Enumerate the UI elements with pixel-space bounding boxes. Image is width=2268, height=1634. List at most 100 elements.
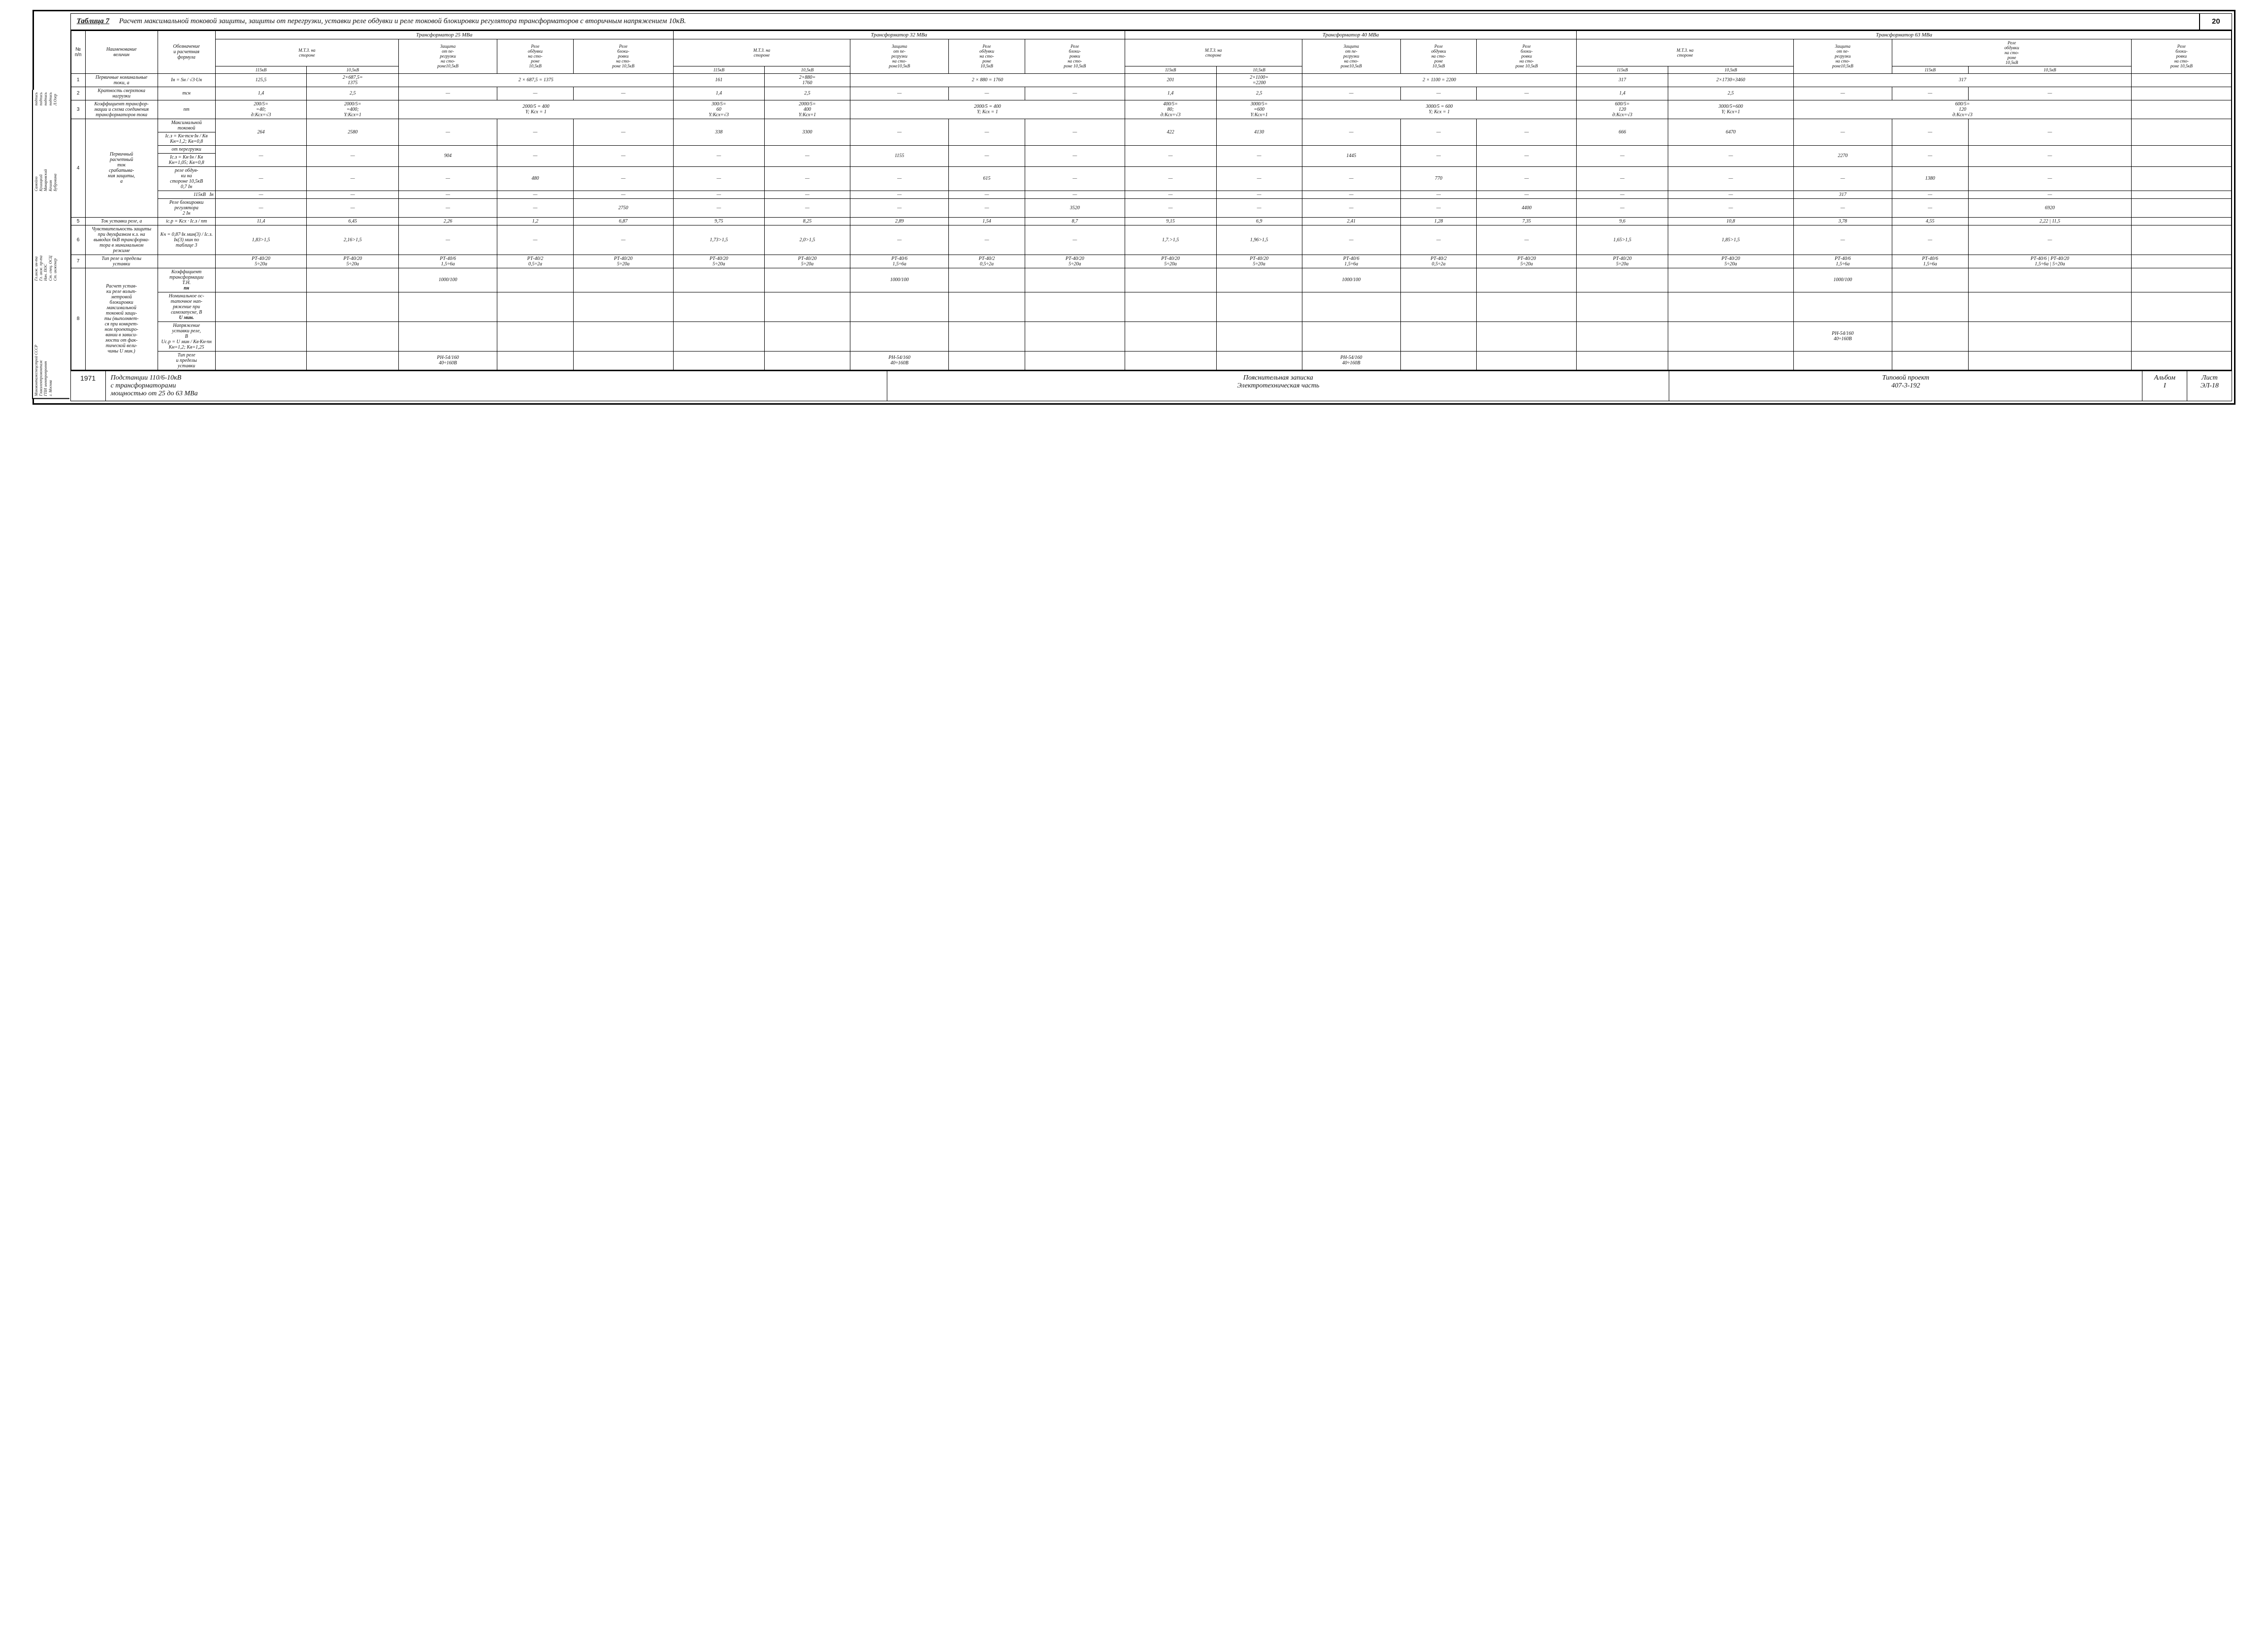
- cell: 1000/100: [1793, 268, 1892, 292]
- t63-blow: Релеобдувкина сто-роне10,5кВ: [1892, 39, 2131, 66]
- cell: —: [1892, 119, 1968, 145]
- cell: —: [1968, 145, 2132, 166]
- cell: 1,28: [1400, 217, 1477, 225]
- cell: —: [307, 166, 399, 191]
- cell: —: [850, 225, 949, 255]
- proj-num: 407-3-192: [1891, 382, 1920, 389]
- t32-mtz: М.Т.З. настороне: [673, 39, 850, 66]
- cell: 1,96>1,5: [1216, 225, 1302, 255]
- cell: [497, 321, 574, 351]
- cell: —: [1892, 87, 1968, 100]
- cell: —: [1477, 119, 1577, 145]
- cell: [673, 321, 764, 351]
- t40-block: Релеблоки-ровкина сто-роне 10,5кВ: [1477, 39, 1577, 73]
- cell: [1668, 268, 1794, 292]
- t25-over: Защитаот пе-регрузкина сто-роне10,5кВ: [399, 39, 497, 73]
- cell: РТ-40/205÷20а: [1025, 255, 1125, 268]
- cell: РТ-40/61,5÷6а: [399, 255, 497, 268]
- cell: РТ-40/205÷20а: [1477, 255, 1577, 268]
- cell: 600/5=120д:Ксх=√3: [1577, 100, 1668, 119]
- footer-mid: Пояснительная запискаЭлектротехническая …: [887, 371, 1669, 401]
- cell: —: [215, 166, 307, 191]
- cell: [1400, 351, 1477, 370]
- t40-105: 10,5кВ: [1216, 66, 1302, 73]
- cell: 1,85>1,5: [1668, 225, 1794, 255]
- cell: 1,4: [1125, 87, 1216, 100]
- cell: 2 × 687,5 = 1375: [399, 73, 674, 87]
- cell: 10,8: [1668, 217, 1794, 225]
- cell: 317: [1793, 191, 1892, 198]
- cell: —: [1125, 191, 1216, 198]
- cell: —: [1216, 198, 1302, 217]
- cell: [1892, 321, 1968, 351]
- cell: 201: [1125, 73, 1216, 87]
- cell: 6,9: [1216, 217, 1302, 225]
- sheet-num: ЭЛ-18: [2201, 382, 2219, 389]
- cell: —: [399, 198, 497, 217]
- cell: [215, 321, 307, 351]
- cell: —: [673, 191, 764, 198]
- cell: [1025, 351, 1125, 370]
- cell: [1125, 292, 1216, 321]
- cell: 1,4: [673, 87, 764, 100]
- t25-115: 115кВ: [215, 66, 307, 73]
- cell: 9,75: [673, 217, 764, 225]
- cell: РН-54/16040÷160В: [399, 351, 497, 370]
- cell: 2,26: [399, 217, 497, 225]
- cell: [1216, 292, 1302, 321]
- cell: —: [1793, 225, 1892, 255]
- cell: —: [1892, 225, 1968, 255]
- cell: [1025, 292, 1125, 321]
- row-num: 1: [71, 73, 85, 87]
- table-body: 1Первичные номинальныетоки, аIн = Sн / √…: [71, 73, 2232, 370]
- cell: [497, 351, 574, 370]
- cell: [1125, 321, 1216, 351]
- cell: [573, 268, 673, 292]
- cell: [1477, 292, 1577, 321]
- cell: —: [1668, 145, 1794, 166]
- cell: —: [850, 119, 949, 145]
- cell: 2,5: [764, 87, 850, 100]
- footer-proj: Типовой проект 407-3-192: [1669, 371, 2142, 401]
- cell: —: [1668, 191, 1794, 198]
- cell: [2132, 87, 2232, 100]
- cell: 2×687,5=1375: [307, 73, 399, 87]
- cell: 422: [1125, 119, 1216, 145]
- cell: 264: [215, 119, 307, 145]
- cell: —: [673, 198, 764, 217]
- cell: —: [399, 191, 497, 198]
- cell: —: [573, 87, 673, 100]
- cell: —: [497, 87, 574, 100]
- cell: 480: [497, 166, 574, 191]
- cell: —: [573, 191, 673, 198]
- cell: 300/5=60Y:Ксх=√3: [673, 100, 764, 119]
- cell: —: [1968, 166, 2132, 191]
- cell: [399, 292, 497, 321]
- cell: —: [1302, 87, 1400, 100]
- cell: [673, 268, 764, 292]
- cell: [1025, 321, 1125, 351]
- album-label: Альбом: [2154, 374, 2175, 382]
- cell: —: [307, 198, 399, 217]
- cell: —: [1892, 198, 1968, 217]
- t25-mtz: М.Т.З. настороне: [215, 39, 398, 66]
- cell: [2132, 351, 2232, 370]
- cell: [1302, 321, 1400, 351]
- cell: —: [1793, 119, 1892, 145]
- t25-105: 10,5кВ: [307, 66, 399, 73]
- cell: [1400, 292, 1477, 321]
- cell: РТ-40/61,5÷6а: [1793, 255, 1892, 268]
- cell: 1155: [850, 145, 949, 166]
- t40-blow: Релеобдувкина сто-роне10,5кВ: [1400, 39, 1477, 73]
- col-formula: Обозначениеи расчетнаяформула: [158, 31, 215, 73]
- cell: [1216, 321, 1302, 351]
- cell: —: [1968, 87, 2132, 100]
- cell: 600/5=120д:Ксх=√3: [1793, 100, 2132, 119]
- cell: [764, 321, 850, 351]
- cell: —: [399, 166, 497, 191]
- t25-block: Релеблоки-ровкина сто-роне 10,5кВ: [573, 39, 673, 73]
- cell: РТ-40/205÷20а: [215, 255, 307, 268]
- cell: 4,55: [1892, 217, 1968, 225]
- cell: 2,5: [307, 87, 399, 100]
- cell: 1000/100: [850, 268, 949, 292]
